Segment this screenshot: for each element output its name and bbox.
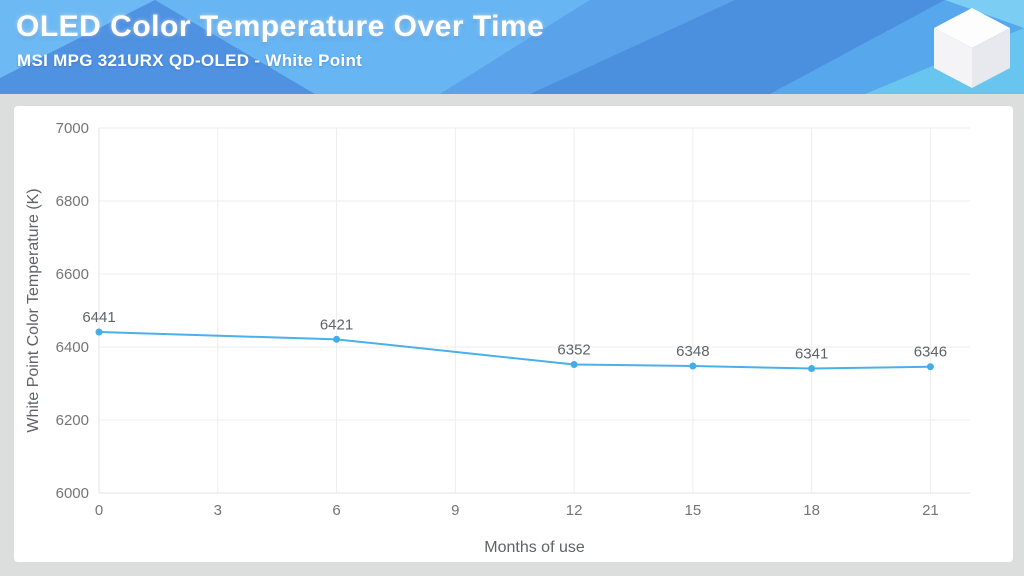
data-point-label: 6341 [795, 346, 828, 363]
y-tick-label: 6400 [56, 339, 89, 356]
data-point [926, 363, 934, 371]
x-axis-title: Months of use [484, 539, 585, 556]
data-point-label: 6348 [676, 343, 709, 360]
x-tick-label: 6 [332, 502, 340, 519]
chart-card: 6000 6200 6400 6600 6800 7000 0 3 6 9 12 15 18 21 Mont… [14, 106, 1013, 562]
data-point [689, 362, 697, 370]
y-tick-label: 6000 [56, 485, 89, 502]
y-axis-title: White Point Color Temperature (K) [25, 188, 42, 432]
x-tick-label: 3 [214, 502, 222, 519]
header-text-block: OLED Color Temperature Over Time MSI MPG… [16, 10, 544, 71]
x-tick-label: 15 [685, 502, 702, 519]
y-tick-label: 6200 [56, 412, 89, 429]
line-chart: 6000 6200 6400 6600 6800 7000 0 3 6 9 12 15 18 21 Mont… [25, 120, 970, 556]
data-point [95, 328, 103, 336]
data-point [808, 365, 816, 373]
x-tick-label: 9 [451, 502, 459, 519]
data-point-label: 6352 [557, 342, 590, 359]
data-point-label: 6346 [914, 344, 947, 361]
data-point-label: 6421 [320, 316, 353, 333]
x-tick-label: 0 [95, 502, 103, 519]
cube-icon [934, 8, 1010, 88]
data-point [570, 361, 578, 369]
header-lowpoly-background [0, 0, 1024, 94]
page-subtitle: MSI MPG 321URX QD-OLED - White Point [17, 51, 363, 70]
x-tick-label: 21 [922, 502, 939, 519]
y-tick-label: 6800 [56, 193, 89, 210]
data-point [333, 335, 341, 343]
page-title: OLED Color Temperature Over Time [16, 10, 545, 43]
x-tick-label: 12 [566, 502, 583, 519]
y-tick-label: 7000 [56, 120, 89, 137]
x-tick-label: 18 [803, 502, 820, 519]
header-banner: OLED Color Temperature Over Time MSI MPG… [0, 0, 1024, 94]
data-point-label: 6441 [82, 309, 115, 326]
series-line [98, 331, 931, 370]
y-tick-label: 6600 [56, 266, 89, 283]
